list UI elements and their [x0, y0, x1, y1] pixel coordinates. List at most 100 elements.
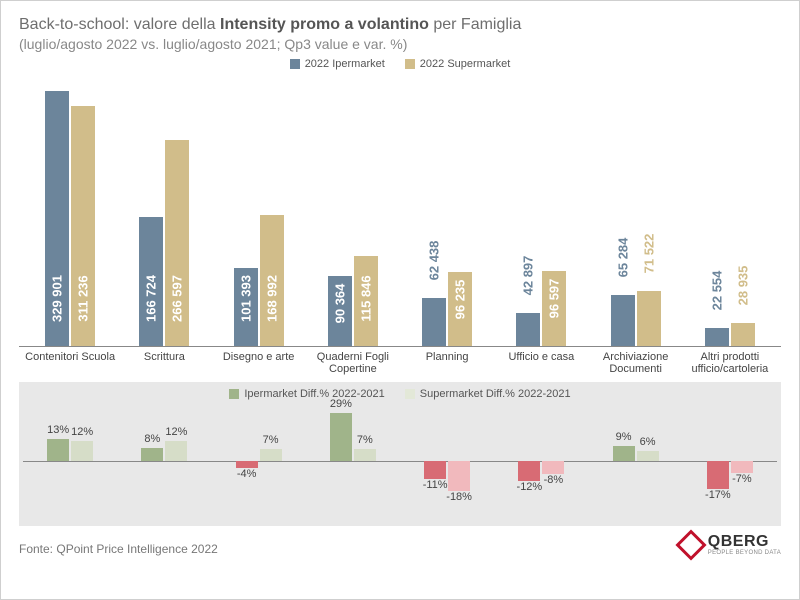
diff-value-label: -4%	[227, 468, 267, 480]
legend-top-item-1: 2022 Ipermarket	[290, 58, 385, 70]
diff-bar: 12%	[71, 441, 93, 461]
bar-super: 71 522	[637, 291, 661, 346]
title-bold: Intensity promo a volantino	[220, 16, 429, 33]
diff-bar: -18%	[448, 461, 470, 491]
brand-name: QBERG	[708, 534, 781, 550]
bar-iper: 166 724	[139, 217, 163, 346]
bar-value-label: 96 597	[547, 279, 562, 319]
diff-group: 8%12%	[117, 406, 211, 526]
diff-group: 29%7%	[306, 406, 400, 526]
diff-bar: 8%	[141, 448, 163, 461]
x-label: ArchiviazioneDocumenti	[589, 351, 683, 376]
diff-bar: -4%	[236, 461, 258, 468]
x-label: Ufficio e casa	[494, 351, 588, 376]
bar-value-label: 65 284	[615, 238, 630, 278]
x-axis-labels: Contenitori ScuolaScritturaDisegno e art…	[19, 351, 781, 376]
brand-text: QBERG PEOPLE BEYOND DATA	[708, 534, 781, 556]
bar-group: 101 393 168 992	[212, 215, 306, 345]
legend-swatch-super-diff	[405, 389, 415, 399]
title-suffix: per Famiglia	[429, 16, 521, 33]
diff-bar: 6%	[637, 451, 659, 461]
x-label: Contenitori Scuola	[23, 351, 117, 376]
bar-iper: 90 364	[328, 276, 352, 346]
bar-value-label: 22 554	[709, 271, 724, 311]
footer: Fonte: QPoint Price Intelligence 2022 QB…	[19, 534, 781, 556]
brand-tagline: PEOPLE BEYOND DATA	[708, 550, 781, 556]
diff-group: 13%12%	[23, 406, 117, 526]
bar-group: 90 364 115 846	[306, 256, 400, 345]
bar-iper: 22 554	[705, 328, 729, 345]
diff-group: 9%6%	[589, 406, 683, 526]
legend-label: 2022 Ipermarket	[305, 58, 385, 70]
diff-group: -12%-8%	[494, 406, 588, 526]
diff-bar: 7%	[354, 449, 376, 461]
bar-iper: 329 901	[45, 91, 69, 345]
title-prefix: Back-to-school	[19, 16, 125, 33]
bar-value-label: 115 846	[358, 275, 373, 321]
bar-value-label: 101 393	[238, 275, 253, 322]
legend-bottom-item-1: Ipermarket Diff.% 2022-2021	[229, 388, 384, 400]
diff-bar: -8%	[542, 461, 564, 474]
brand-logo: QBERG PEOPLE BEYOND DATA	[680, 534, 781, 556]
legend-top: 2022 Ipermarket 2022 Supermarket	[19, 58, 781, 70]
legend-label: Supermarket Diff.% 2022-2021	[420, 388, 571, 400]
bar-iper: 62 438	[422, 298, 446, 346]
diff-value-label: 29%	[321, 398, 361, 410]
diff-group: -4%7%	[212, 406, 306, 526]
x-label: Disegno e arte	[212, 351, 306, 376]
bar-value-label: 71 522	[641, 233, 656, 273]
diff-bar: -7%	[731, 461, 753, 473]
title-mid: : valore della	[125, 16, 220, 33]
legend-swatch-iper	[290, 59, 300, 69]
bar-iper: 101 393	[234, 268, 258, 346]
diff-bar: 7%	[260, 449, 282, 461]
legend-swatch-iper-diff	[229, 389, 239, 399]
diff-value-label: -18%	[439, 491, 479, 503]
diff-value-label: 12%	[62, 426, 102, 438]
bar-super: 168 992	[260, 215, 284, 345]
diff-bar: 12%	[165, 441, 187, 461]
chart-frame: Back-to-school: valore della Intensity p…	[0, 0, 800, 600]
diff-value-label: 7%	[345, 434, 385, 446]
bar-value-label: 62 438	[427, 240, 442, 280]
x-label: Altri prodottiufficio/cartoleria	[683, 351, 777, 376]
bar-group: 42 89796 597	[494, 271, 588, 346]
x-label: Scrittura	[117, 351, 211, 376]
source-text: Fonte: QPoint Price Intelligence 2022	[19, 542, 218, 556]
diff-group: -17% -7%	[683, 406, 777, 526]
diff-value-label: -8%	[533, 474, 573, 486]
bar-value-label: 166 724	[144, 275, 159, 322]
bar-super: 311 236	[71, 106, 95, 346]
legend-label: Ipermarket Diff.% 2022-2021	[244, 388, 384, 400]
diff-value-label: -7%	[722, 473, 762, 485]
bar-value-label: 96 235	[453, 279, 468, 319]
diff-bar: -11%	[424, 461, 446, 479]
bar-value-label: 42 897	[521, 255, 536, 295]
bar-group: 329 901 311 236	[23, 91, 117, 345]
bar-super: 266 597	[165, 140, 189, 346]
diff-bar: 9%	[613, 446, 635, 461]
bar-value-label: 311 236	[76, 275, 91, 321]
value-bar-chart: 329 901 311 236 166 724 266 597 101 393 168 9…	[19, 76, 781, 347]
bar-group: 62 438 96 235	[400, 272, 494, 346]
diff-value-label: 6%	[628, 436, 668, 448]
bar-value-label: 168 992	[264, 275, 279, 322]
bar-value-label: 28 935	[735, 266, 750, 306]
bar-super: 115 846	[354, 256, 378, 345]
diff-value-label: -17%	[698, 489, 738, 501]
x-label: Quaderni FogliCopertine	[306, 351, 400, 376]
diff-value-label: 12%	[156, 426, 196, 438]
diff-group: -11%-18%	[400, 406, 494, 526]
bar-super: 96 235	[448, 272, 472, 346]
brand-mark-icon	[675, 530, 706, 561]
bar-group: 65 28471 522	[589, 291, 683, 346]
bar-value-label: 329 901	[50, 275, 65, 322]
legend-label: 2022 Supermarket	[420, 58, 511, 70]
legend-bottom-item-2: Supermarket Diff.% 2022-2021	[405, 388, 571, 400]
chart-title: Back-to-school: valore della Intensity p…	[19, 15, 781, 36]
bar-super: 28 935	[731, 323, 755, 345]
diff-value-label: 7%	[251, 434, 291, 446]
diff-bar-chart: 13%12%8%12%-4%7%29%7%-11%-18%-12%-8%9%6%…	[23, 406, 777, 526]
bar-super: 96 597	[542, 271, 566, 346]
diff-chart-wrap: Ipermarket Diff.% 2022-2021 Supermarket …	[19, 382, 781, 526]
